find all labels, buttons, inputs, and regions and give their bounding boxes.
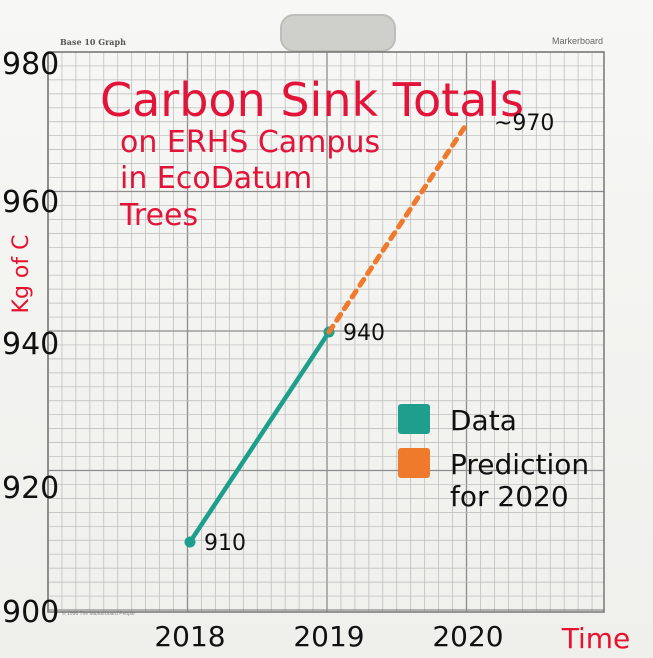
y-tick-label-940: 940 bbox=[2, 327, 59, 362]
title-line-4: Trees bbox=[119, 198, 198, 233]
title-line-2: on ERHS Campus bbox=[120, 125, 380, 160]
x-tick-label-2018: 2018 bbox=[154, 620, 225, 653]
x-tick-labels: 2018 2019 2020 bbox=[154, 620, 503, 653]
y-tick-label-980: 980 bbox=[2, 47, 59, 82]
x-tick-label-2020: 2020 bbox=[432, 620, 503, 653]
copyright-text: © 1996 The Markerboard People bbox=[62, 611, 135, 617]
y-tick-label-920: 920 bbox=[2, 471, 59, 506]
legend-label-1-0: Prediction bbox=[450, 448, 589, 481]
data-point-2018 bbox=[184, 536, 196, 548]
x-tick-label-2019: 2019 bbox=[293, 620, 364, 653]
y-tick-labels: 900 920 940 960 980 bbox=[2, 47, 59, 630]
x-axis-title: Time bbox=[561, 622, 631, 655]
legend-label-0-0: Data bbox=[450, 404, 517, 437]
data-label-2018: 910 bbox=[204, 531, 246, 556]
legend-swatch-0 bbox=[398, 404, 430, 434]
data-label-2020: ~970 bbox=[494, 111, 554, 136]
series-line-0 bbox=[187, 329, 332, 545]
data-label-2019: 940 bbox=[343, 321, 385, 346]
title-line-3: in EcoDatum bbox=[120, 161, 312, 196]
title-line-1: Carbon Sink Totals bbox=[100, 73, 524, 127]
board-handle bbox=[280, 14, 396, 52]
series-line-1 bbox=[326, 119, 471, 335]
brand-logo: Markerboard bbox=[552, 36, 604, 46]
grid-border bbox=[47, 51, 605, 613]
y-axis-title: Kg of C bbox=[9, 235, 34, 314]
y-tick-label-900: 900 bbox=[2, 595, 59, 630]
legend-label-1-1: for 2020 bbox=[450, 480, 569, 513]
grid-label: Base 10 Graph bbox=[60, 37, 126, 47]
chart-grid bbox=[47, 51, 605, 613]
legend-swatch-1 bbox=[398, 448, 430, 478]
chart-series: 910 940 ~970 bbox=[184, 111, 554, 556]
y-tick-label-960: 960 bbox=[2, 185, 59, 220]
